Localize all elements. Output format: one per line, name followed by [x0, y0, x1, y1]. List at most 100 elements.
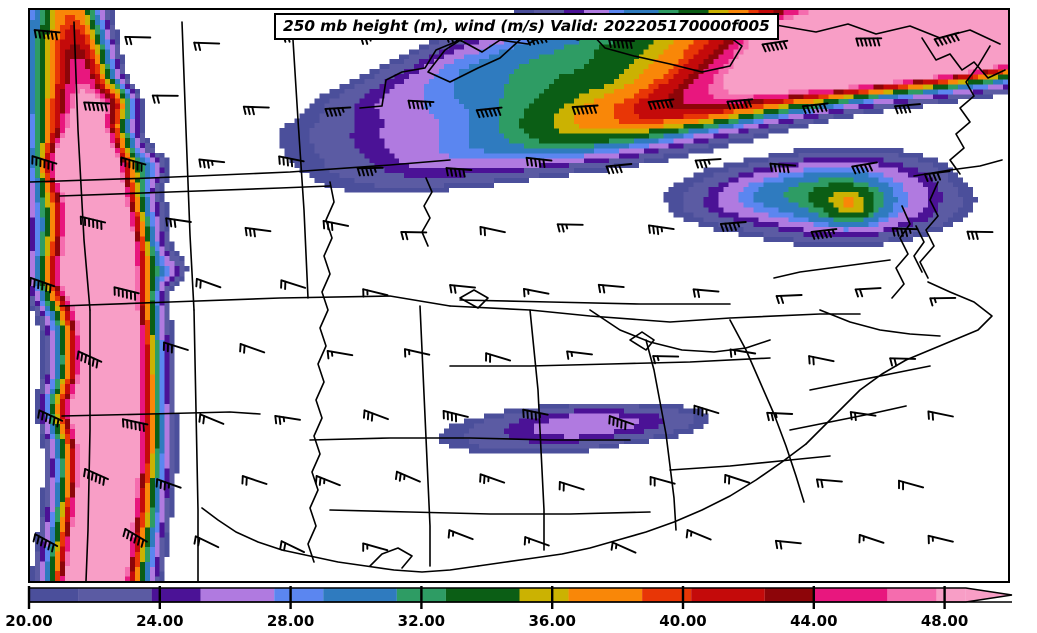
wind-barb	[927, 534, 954, 545]
wind-barb	[447, 529, 474, 541]
colorbar-arrow-tip	[996, 592, 1012, 598]
colorbar-band	[151, 588, 201, 602]
wind-barb	[362, 288, 389, 298]
geo-boundary	[459, 299, 731, 305]
wind-barb	[597, 283, 625, 294]
wind-barb	[605, 163, 633, 175]
geo-boundary	[809, 365, 931, 391]
wind-barb	[33, 29, 61, 41]
wind-barb	[30, 276, 56, 294]
colorbar-band	[445, 588, 520, 602]
geo-boundary	[59, 295, 451, 307]
wind-barb	[854, 287, 882, 298]
wind-barb	[113, 286, 140, 301]
windspeed-contour-band	[35, 10, 989, 557]
wind-barb	[314, 475, 341, 487]
wind-barb	[162, 341, 189, 354]
wind-barb	[76, 350, 103, 369]
wind-barb	[525, 156, 553, 169]
geo-boundary	[181, 21, 195, 311]
wind-barb	[37, 409, 64, 428]
wind-barb	[83, 101, 111, 112]
wind-barb	[571, 104, 599, 116]
wind-barb	[652, 355, 680, 365]
wind-barb	[198, 158, 226, 169]
wind-barb	[923, 170, 951, 183]
geo-boundary	[369, 547, 413, 569]
geo-boundary	[729, 23, 1001, 45]
wind-barb	[122, 528, 148, 548]
wind-barb	[120, 156, 147, 172]
colorbar-tick-label: 48.00	[921, 612, 968, 630]
wind-barb	[362, 542, 389, 552]
wind-barb	[761, 39, 789, 53]
wind-barb	[858, 534, 885, 544]
wind-barb	[610, 541, 637, 554]
colorbar-band	[78, 588, 152, 602]
wind-barb	[810, 228, 838, 240]
colorbar-band	[200, 588, 275, 602]
wind-barb	[274, 414, 301, 425]
wind-barb	[523, 287, 550, 298]
wind-barb	[898, 479, 925, 491]
wind-barb	[151, 94, 179, 104]
wind-barb	[322, 220, 350, 232]
wind-barb	[31, 155, 58, 171]
geo-boundary	[30, 159, 451, 183]
colorbar-tick-labels: 20.00 24.00 28.00 32.00 36.00 40.00 44.00 48.00	[5, 612, 968, 630]
colorbar-band	[965, 588, 1010, 602]
wind-barb	[121, 418, 149, 432]
colorbar-tick-label: 20.00	[5, 612, 52, 630]
wind-barb	[485, 352, 512, 363]
colorbar-band	[274, 588, 324, 602]
geo-boundary	[773, 259, 891, 279]
wind-barb	[729, 348, 757, 358]
wind-barb	[608, 415, 635, 431]
geo-boundary	[309, 437, 631, 441]
wind-barb	[326, 350, 354, 360]
wind-barb	[449, 284, 476, 294]
colorbar-band	[691, 588, 765, 602]
colorbar-band	[29, 588, 79, 602]
wind-barb	[648, 224, 675, 236]
wind-barb	[801, 102, 829, 115]
wind-barb	[766, 411, 794, 422]
windspeed-fill-layer	[30, 10, 1008, 581]
wind-barb	[479, 473, 506, 485]
geo-boundary	[201, 507, 283, 551]
colorbar-band	[887, 588, 937, 602]
geo-boundary	[477, 443, 807, 567]
wind-barb	[522, 408, 549, 421]
wind-barb	[324, 106, 352, 117]
wind-barb	[239, 343, 266, 354]
wind-barb	[155, 478, 182, 491]
colorbar: 20.00 24.00 28.00 32.00 36.00 40.00 44.00 48.00	[0, 583, 1037, 633]
wind-barb	[726, 98, 754, 110]
wind-barb	[523, 536, 550, 547]
wind-barb	[198, 413, 225, 425]
map-title-box: 250 mb height (m), wind (m/s) Valid: 202…	[274, 13, 779, 40]
wind-barb	[241, 475, 268, 486]
geo-boundary	[329, 509, 651, 515]
colorbar-tick-label: 32.00	[398, 612, 445, 630]
geo-boundary	[913, 225, 925, 273]
wind-barb	[195, 277, 222, 289]
wind-barb	[280, 279, 307, 291]
wind-barb	[479, 225, 506, 237]
wind-barb	[724, 473, 751, 485]
geo-boundary	[59, 185, 331, 197]
colorbar-svg: 20.00 24.00 28.00 32.00 36.00 40.00 44.00 48.00	[5, 586, 1013, 630]
colorbar-tick-label: 44.00	[790, 612, 837, 630]
colorbar-band	[568, 588, 643, 602]
wind-barb	[400, 231, 428, 241]
wind-barb	[362, 409, 389, 422]
geo-boundary	[449, 357, 771, 367]
colorbar-band	[519, 588, 569, 602]
wind-barb	[849, 411, 877, 422]
wind-barb	[775, 294, 803, 305]
geo-boundary	[805, 359, 907, 445]
colorbar-band	[764, 588, 814, 602]
wind-barb	[929, 296, 957, 307]
wind-barb	[692, 288, 720, 299]
geo-boundary	[789, 405, 907, 431]
